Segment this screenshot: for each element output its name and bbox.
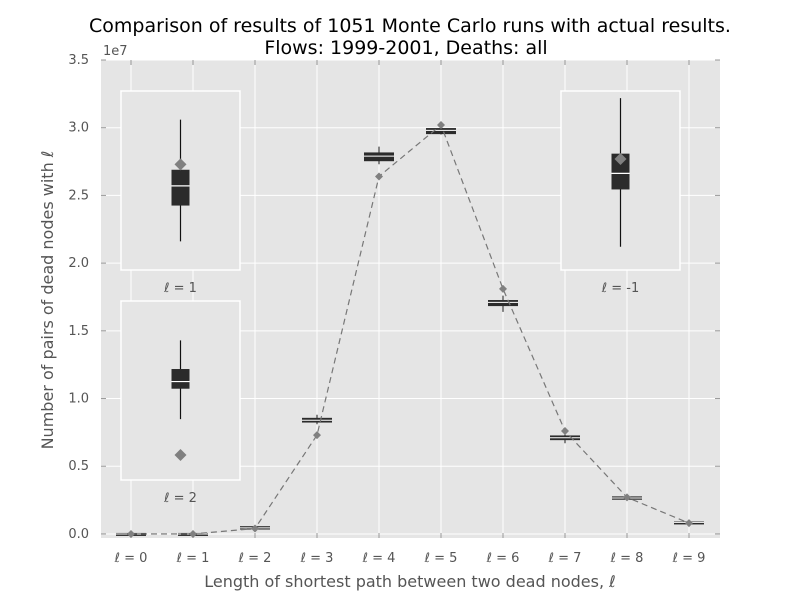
actual-marker: [375, 172, 383, 181]
inset-actual-marker: [174, 158, 187, 171]
insets: ℓ = 1 ℓ = 2 ℓ = -1: [120, 90, 681, 506]
inset-box: [611, 153, 630, 190]
chart-subtitle: Flows: 1999-2001, Deaths: all: [264, 37, 547, 59]
inset-3: ℓ = -1: [560, 90, 681, 296]
y-tick-label: 0.5: [68, 459, 89, 474]
inset-2: ℓ = 2: [120, 300, 241, 506]
inset-box: [171, 169, 190, 206]
x-tick-label: ℓ = 8: [610, 551, 644, 566]
inset-actual-marker: [614, 153, 627, 166]
x-tick-label: ℓ = 6: [486, 551, 520, 566]
y-multiplier: 1e7: [103, 44, 128, 59]
inset-label: ℓ = 2: [163, 491, 197, 506]
y-tick-label: 3.0: [68, 121, 89, 136]
x-tick-label: ℓ = 9: [672, 551, 706, 566]
inset-label: ℓ = -1: [601, 281, 640, 296]
inset-1: ℓ = 1: [120, 90, 241, 296]
y-ticks: 0.0 0.5 1.0 1.5 2.0 2.5 3.0 3.5: [68, 53, 720, 542]
y-tick-label: 2.5: [68, 188, 89, 203]
actual-marker: [127, 529, 135, 538]
mc-box: [364, 152, 394, 162]
actual-results-line: [131, 123, 690, 535]
x-tick-label: ℓ = 1: [176, 551, 210, 566]
actual-marker: [437, 120, 445, 129]
mc-box: [488, 300, 518, 307]
x-tick-label: ℓ = 2: [238, 551, 272, 566]
x-tick-label: ℓ = 7: [548, 551, 582, 566]
inset-label: ℓ = 1: [163, 281, 197, 296]
actual-marker: [189, 529, 197, 538]
x-ticks: ℓ = 0 ℓ = 1 ℓ = 2 ℓ = 3 ℓ = 4 ℓ = 5 ℓ = 6 ℓ = 7…: [114, 60, 706, 566]
y-tick-label: 2.0: [68, 256, 89, 271]
y-tick-label: 0.0: [68, 527, 89, 542]
y-tick-label: 3.5: [68, 53, 89, 68]
x-tick-label: ℓ = 3: [300, 551, 334, 566]
actual-marker: [561, 427, 569, 436]
actual-marker: [251, 524, 259, 533]
actual-marker: [623, 493, 631, 502]
y-axis-label: Number of pairs of dead nodes with ℓ: [38, 151, 57, 450]
actual-marker: [313, 431, 321, 440]
inset-actual-marker: [174, 448, 187, 461]
x-tick-label: ℓ = 4: [362, 551, 396, 566]
mc-box: [426, 128, 456, 135]
x-tick-label: ℓ = 0: [114, 551, 148, 566]
inset-box: [171, 369, 190, 389]
y-tick-label: 1.0: [68, 392, 89, 407]
actual-marker: [499, 284, 507, 293]
actual-marker: [685, 519, 693, 528]
x-axis-label: Length of shortest path between two dead…: [204, 572, 616, 591]
x-tick-label: ℓ = 5: [424, 551, 458, 566]
y-tick-label: 1.5: [68, 324, 89, 339]
actual-markers: [127, 120, 693, 538]
chart-title: Comparison of results of 1051 Monte Carl…: [89, 15, 731, 37]
